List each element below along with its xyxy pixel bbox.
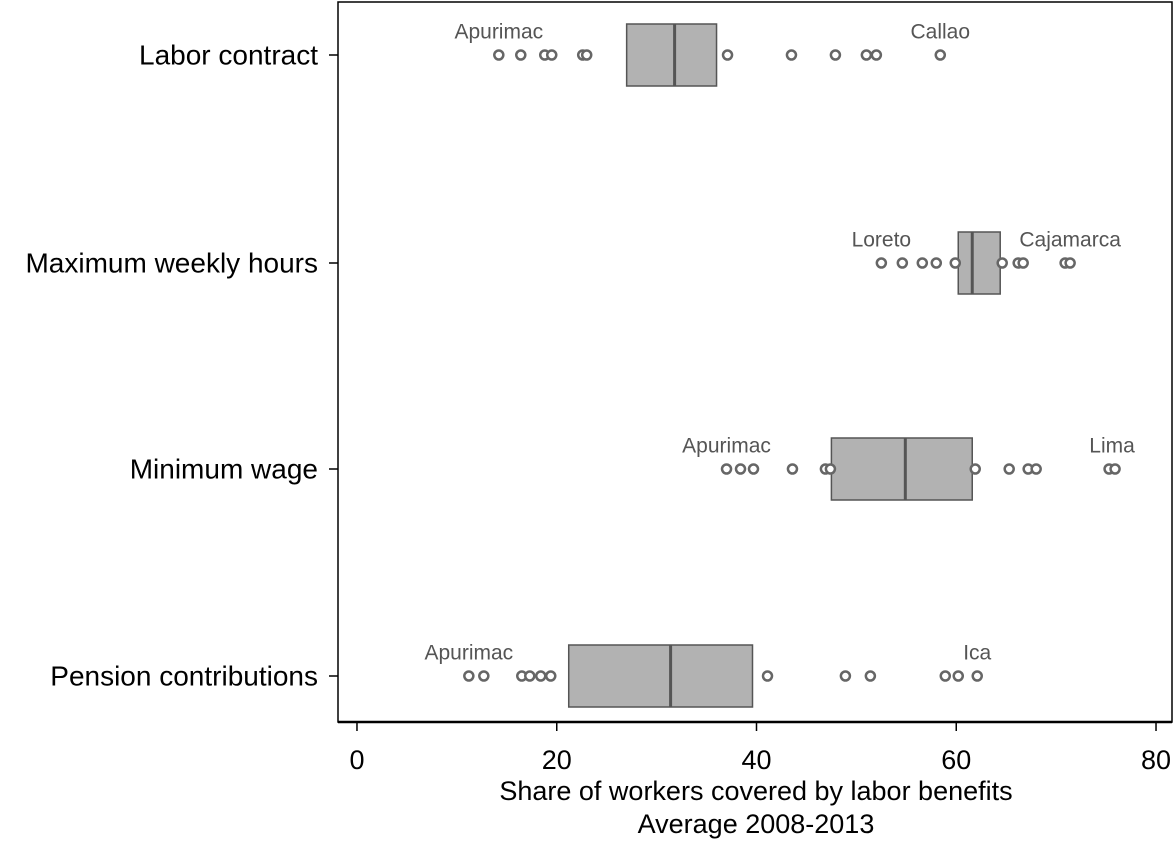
plot-frame	[337, 1, 1173, 723]
outlier	[1064, 257, 1076, 269]
outlier	[747, 463, 760, 475]
outlier	[544, 670, 557, 682]
outlier	[545, 49, 558, 61]
outlier	[839, 670, 852, 682]
box	[625, 23, 718, 87]
x-axis-sublabel: Average 2008-2013	[638, 809, 875, 839]
x-tick-label: 40	[741, 745, 771, 775]
outlier	[969, 463, 981, 475]
category-label: Labor contract	[139, 39, 318, 70]
outlier	[786, 463, 799, 475]
outlier	[580, 49, 593, 61]
outlier	[524, 670, 536, 682]
outlier	[971, 670, 983, 682]
outlier	[952, 670, 965, 682]
outlier	[515, 49, 527, 61]
outlier	[860, 49, 873, 61]
outlier	[535, 670, 547, 682]
annotation: Apurimac	[454, 21, 543, 44]
outlier	[1017, 257, 1029, 269]
box	[567, 644, 754, 708]
outlier	[824, 463, 837, 475]
outlier	[996, 257, 1008, 269]
annotation: Lima	[1089, 435, 1135, 458]
x-axis-label: Share of workers covered by labor benefi…	[499, 776, 1012, 806]
outlier	[463, 670, 475, 682]
outlier	[721, 49, 734, 61]
outlier	[734, 463, 747, 475]
outlier	[949, 257, 962, 269]
annotation: Loreto	[852, 229, 912, 252]
outlier	[916, 257, 929, 269]
outlier	[875, 257, 888, 269]
outlier	[493, 49, 505, 61]
outlier	[785, 49, 798, 61]
box	[830, 437, 973, 501]
x-tick-label: 20	[542, 745, 572, 775]
x-tick-label: 0	[349, 745, 364, 775]
outlier	[1003, 463, 1015, 475]
category-label: Maximum weekly hours	[25, 247, 318, 278]
outlier	[829, 49, 842, 61]
annotation: Ica	[963, 642, 991, 665]
outlier	[870, 49, 883, 61]
outlier	[720, 463, 733, 475]
category-label: Pension contributions	[50, 660, 318, 691]
outlier	[896, 257, 909, 269]
box	[957, 231, 1001, 295]
x-tick-label: 60	[941, 745, 971, 775]
outlier	[930, 257, 943, 269]
outlier	[939, 670, 952, 682]
x-tick-label: 80	[1141, 745, 1171, 775]
annotation: Callao	[911, 21, 971, 44]
outlier	[864, 670, 877, 682]
annotation: Cajamarca	[1019, 229, 1121, 252]
annotation: Apurimac	[424, 642, 513, 665]
outlier	[934, 49, 947, 61]
outlier	[1109, 463, 1121, 475]
annotation: Apurimac	[682, 435, 771, 458]
outlier	[478, 670, 490, 682]
category-label: Minimum wage	[130, 453, 318, 484]
outlier	[1030, 463, 1042, 475]
outlier	[761, 670, 774, 682]
